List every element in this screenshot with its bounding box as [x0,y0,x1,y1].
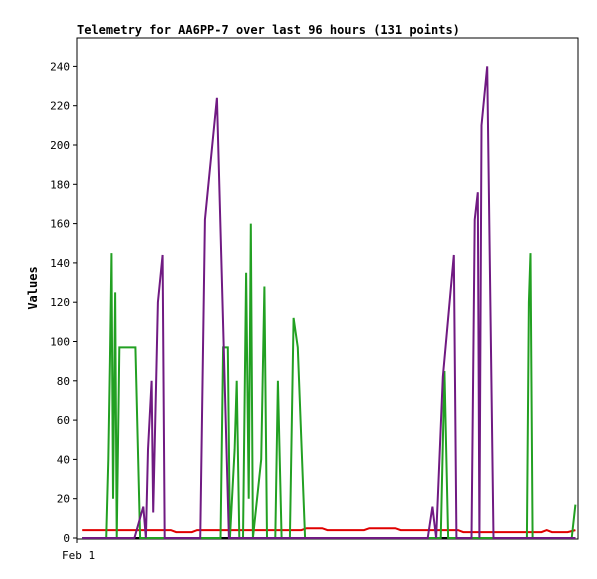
x-tick-label: Feb 1 [62,549,95,562]
y-tick-label: 220 [50,100,70,113]
y-tick-label: 160 [50,218,70,231]
y-tick-label: 60 [57,414,70,427]
series-layer [82,66,577,539]
series-line-4 [82,66,576,539]
y-tick-label: 180 [50,178,70,191]
series-line-3 [82,223,577,539]
y-tick-label: 40 [57,453,70,466]
y-tick-label: 100 [50,336,70,349]
y-tick-label: 80 [57,375,70,388]
y-tick-label: 0 [63,532,70,545]
y-tick-label: 240 [50,60,70,73]
y-tick-label: 120 [50,296,70,309]
y-axis: 0 20 40 60 80 100 120 140 160 180 200 220 240 [50,60,77,545]
series-line-2 [82,527,576,534]
y-tick-label: 20 [57,493,70,506]
x-axis: Feb 1 [62,539,95,562]
plot-frame [76,37,579,540]
chart-title: Telemetry for AA6PP-7 over last 96 hours… [77,23,460,37]
y-tick-label: 200 [50,139,70,152]
y-axis-label: Values [26,266,40,309]
y-tick-label: 140 [50,257,70,270]
